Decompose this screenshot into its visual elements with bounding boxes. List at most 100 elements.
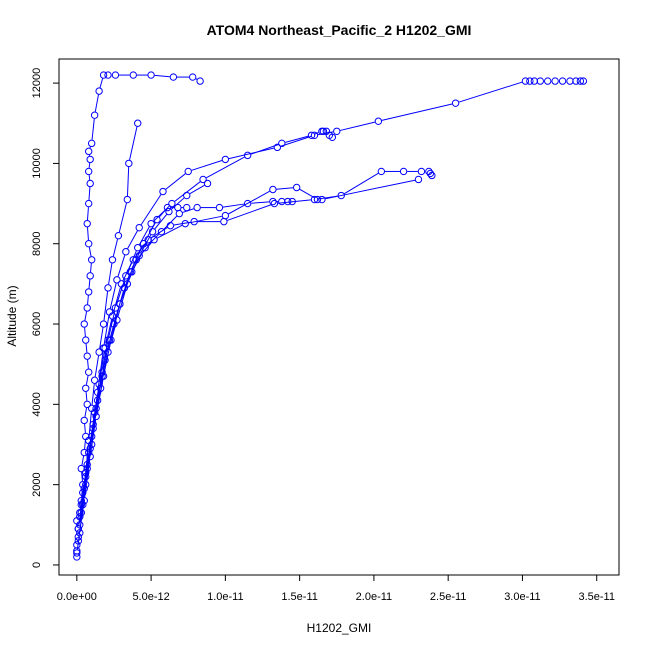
data-point xyxy=(95,87,103,95)
series-segment xyxy=(189,184,205,195)
data-point xyxy=(104,348,112,356)
series-segment xyxy=(188,215,222,224)
series-segment xyxy=(227,204,272,221)
data-point xyxy=(150,236,158,244)
series-segment xyxy=(88,415,95,450)
data-point xyxy=(203,179,212,188)
series-segment xyxy=(87,295,89,305)
series-segment xyxy=(251,201,270,204)
y-tick-label: 0 xyxy=(31,562,43,568)
series-segment xyxy=(91,118,95,140)
data-point xyxy=(159,187,167,196)
data-point xyxy=(80,416,88,425)
data-point xyxy=(183,191,191,200)
x-tick-label: 2.0e-11 xyxy=(356,591,393,603)
data-point xyxy=(269,185,277,194)
series-segment xyxy=(112,239,119,257)
data-point xyxy=(307,131,316,139)
data-point xyxy=(536,77,544,85)
series-segment xyxy=(381,103,453,121)
data-point xyxy=(270,199,279,208)
series-segment xyxy=(344,172,379,195)
data-point xyxy=(196,77,204,85)
data-point xyxy=(579,77,588,85)
series-segment xyxy=(82,456,89,490)
data-point xyxy=(86,179,94,188)
data-point xyxy=(174,203,182,212)
data-point xyxy=(123,195,132,204)
data-point xyxy=(163,203,172,212)
series-segment xyxy=(154,74,170,78)
series-segment xyxy=(163,215,178,230)
series-segment xyxy=(88,187,91,201)
data-point xyxy=(374,117,383,125)
data-point xyxy=(85,199,93,208)
series-segment xyxy=(85,391,88,401)
series-segment xyxy=(129,126,138,160)
series-segment xyxy=(140,234,152,253)
data-point xyxy=(530,77,539,85)
data-point xyxy=(273,143,282,152)
data-point xyxy=(292,183,301,192)
data-point xyxy=(83,400,91,409)
y-axis-label: Altitude (m) xyxy=(5,285,19,346)
series-segment xyxy=(195,78,198,80)
series-segment xyxy=(340,121,375,131)
series-segment xyxy=(94,94,99,112)
data-point xyxy=(319,127,328,135)
series-segment xyxy=(108,323,117,349)
series-segment xyxy=(100,355,108,385)
data-point xyxy=(399,167,408,176)
data-point xyxy=(576,77,585,85)
x-axis-label: H1202_GMI xyxy=(307,621,372,635)
data-point xyxy=(188,73,197,81)
series-segment xyxy=(458,81,523,103)
data-point xyxy=(278,197,286,206)
data-point xyxy=(183,203,191,212)
data-point xyxy=(129,71,137,79)
series-segment xyxy=(111,307,120,337)
data-point xyxy=(426,169,435,178)
data-point xyxy=(243,199,252,208)
series-segment xyxy=(127,230,138,249)
data-point xyxy=(284,197,292,206)
chart-title: ATOM4 Northeast_Pacific_2 H1202_GMI xyxy=(207,22,472,38)
x-tick-label: 1.0e-11 xyxy=(207,591,244,603)
data-point xyxy=(551,77,559,85)
data-point xyxy=(99,320,108,328)
series-segment xyxy=(87,431,94,466)
y-tick-label: 4000 xyxy=(31,392,43,416)
series-segment xyxy=(222,203,245,208)
series-segment xyxy=(250,144,279,155)
series-segment xyxy=(144,222,156,241)
data-point xyxy=(83,219,91,228)
series-segment xyxy=(276,187,294,190)
data-point xyxy=(87,139,96,148)
series-segment xyxy=(206,156,245,179)
data-point xyxy=(414,175,423,184)
series-segment xyxy=(93,391,101,425)
series-segment xyxy=(99,78,104,88)
data-point xyxy=(175,209,184,218)
series-segment xyxy=(153,205,170,222)
plot-frame xyxy=(58,58,620,576)
series-segment xyxy=(86,207,89,221)
series-segment xyxy=(112,287,121,313)
data-point xyxy=(86,272,94,280)
series-5 xyxy=(77,167,436,509)
series-segment xyxy=(94,355,100,377)
data-point xyxy=(166,221,175,230)
series-1 xyxy=(73,71,204,561)
data-point xyxy=(108,256,117,264)
data-point xyxy=(83,352,91,360)
data-point xyxy=(122,248,130,256)
data-point xyxy=(87,256,96,264)
series-segment xyxy=(84,460,91,498)
data-point xyxy=(89,424,97,433)
series-segment xyxy=(285,135,309,143)
data-point xyxy=(85,147,93,156)
data-point xyxy=(428,171,436,180)
x-tick-label: 3.0e-11 xyxy=(504,591,541,603)
series-segment xyxy=(314,132,319,135)
series-segment xyxy=(90,263,92,273)
